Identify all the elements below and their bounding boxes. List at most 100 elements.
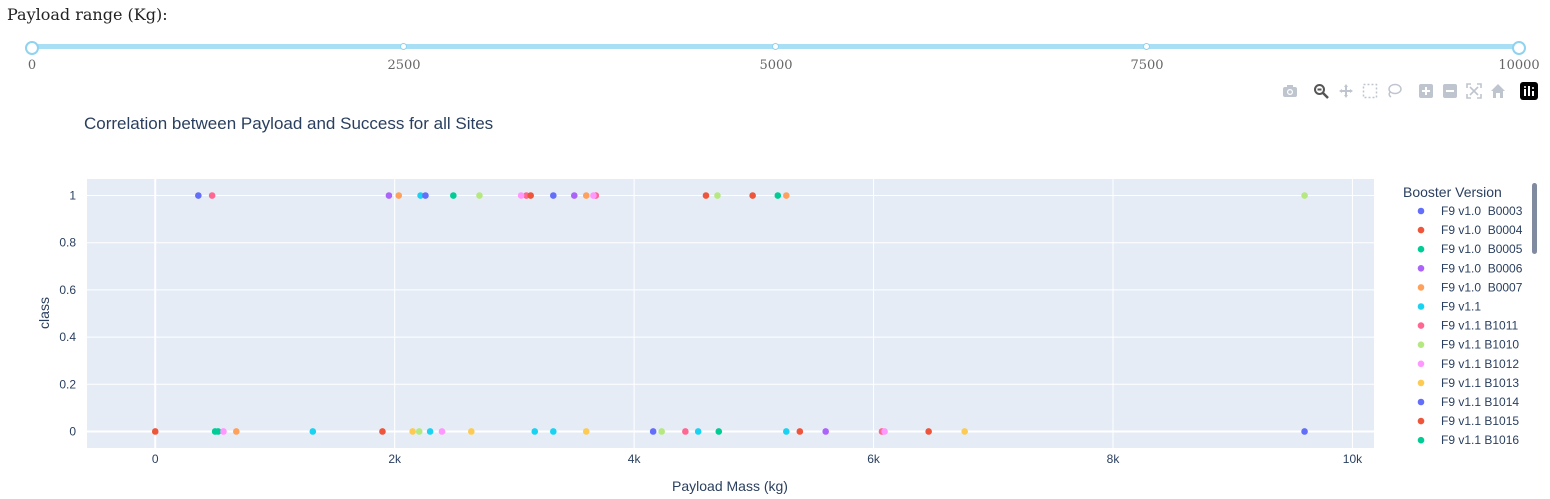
data-point xyxy=(450,192,457,199)
legend-marker xyxy=(1417,417,1425,425)
y-tick-label: 0.4 xyxy=(59,330,76,344)
data-point xyxy=(592,192,600,199)
legend-marker xyxy=(1417,398,1425,406)
legend-label: F9 v1.0 B0006 xyxy=(1441,261,1523,275)
legend-marker xyxy=(1417,284,1425,291)
x-tick-label: 2k xyxy=(388,452,402,466)
slider-handle-max[interactable] xyxy=(1512,41,1526,55)
data-point xyxy=(774,192,782,199)
legend-scrollbar[interactable] xyxy=(1532,183,1537,254)
data-point xyxy=(476,192,483,199)
data-point xyxy=(208,192,216,199)
y-axis-label: class xyxy=(36,297,52,329)
autoscale-icon[interactable] xyxy=(1465,82,1483,100)
legend-label: F9 v1.1 xyxy=(1441,300,1481,314)
y-tick-label: 0.8 xyxy=(59,236,76,250)
data-point xyxy=(426,428,434,435)
data-point xyxy=(151,428,159,435)
legend-marker xyxy=(1417,360,1425,368)
data-point xyxy=(590,192,597,199)
legend-item: F9 v1.1 B1013 xyxy=(1417,376,1519,390)
data-point xyxy=(796,428,804,435)
data-point xyxy=(694,428,702,435)
x-axis-ticks: 0 2k 4k 6k 8k 10k xyxy=(152,452,1363,466)
legend-item: F9 v1.0 B0004 xyxy=(1417,223,1523,237)
data-point xyxy=(415,428,423,435)
data-point xyxy=(409,428,416,435)
slider-mark-label: 5000 xyxy=(759,58,793,73)
legend-item: F9 v1.1 B1012 xyxy=(1417,357,1519,371)
x-axis-label: Payload Mass (kg) xyxy=(672,478,788,494)
grid-lines xyxy=(87,179,1374,448)
y-tick-label: 0 xyxy=(69,424,76,438)
chart-title: Correlation between Payload and Success … xyxy=(84,114,493,133)
legend-label: F9 v1.0 B0003 xyxy=(1441,204,1523,218)
zoom-out-icon[interactable] xyxy=(1441,82,1459,100)
data-point xyxy=(1301,192,1308,199)
data-point xyxy=(195,192,202,199)
data-point xyxy=(232,428,240,435)
legend-label: F9 v1.1 B1016 xyxy=(1441,433,1519,447)
data-point xyxy=(682,428,689,435)
legend-item: F9 v1.1 B1016 xyxy=(1417,433,1519,447)
data-point xyxy=(517,192,525,199)
data-point xyxy=(211,428,219,435)
slider-mark-dot xyxy=(772,43,779,50)
data-point xyxy=(422,192,429,199)
data-point xyxy=(468,428,475,435)
legend-title: Booster Version xyxy=(1403,184,1502,200)
data-point xyxy=(702,192,710,199)
data-point xyxy=(714,192,721,199)
data-point xyxy=(582,192,590,199)
legend-label: F9 v1.1 B1011 xyxy=(1441,319,1518,333)
data-point xyxy=(749,192,756,199)
legend-label: F9 v1.1 B1015 xyxy=(1441,414,1519,428)
data-point xyxy=(782,428,790,435)
data-point xyxy=(782,192,790,199)
data-point xyxy=(582,428,590,435)
legend-label: F9 v1.1 B1014 xyxy=(1441,395,1519,409)
y-axis-ticks: 0 0.2 0.4 0.6 0.8 1 xyxy=(59,189,76,439)
data-points xyxy=(151,192,1308,435)
plotly-logo-icon[interactable] xyxy=(1520,82,1538,100)
home-icon[interactable] xyxy=(1489,82,1507,100)
data-point xyxy=(385,192,393,199)
y-tick-label: 1 xyxy=(69,189,76,203)
slider-mark-label: 10000 xyxy=(1498,58,1540,73)
data-point xyxy=(925,428,932,435)
x-tick-label: 0 xyxy=(152,452,159,466)
legend-marker xyxy=(1417,322,1425,329)
x-tick-label: 10k xyxy=(1343,452,1363,466)
data-point xyxy=(878,428,886,435)
pan-icon[interactable] xyxy=(1337,82,1355,100)
x-tick-label: 8k xyxy=(1107,452,1121,466)
plot-area xyxy=(87,179,1374,448)
legend-item: F9 v1.0 B0007 xyxy=(1417,280,1523,294)
camera-icon[interactable] xyxy=(1281,82,1299,100)
data-point xyxy=(550,192,557,199)
data-point xyxy=(715,428,723,435)
legend: F9 v1.0 B0003 F9 v1.0 B0004 F9 v1.0 B0005 F… xyxy=(1417,204,1523,447)
legend-marker xyxy=(1417,379,1425,387)
legend-label: F9 v1.1 B1010 xyxy=(1441,338,1519,352)
data-point xyxy=(822,428,829,435)
lasso-icon[interactable] xyxy=(1385,82,1403,100)
box-select-icon[interactable] xyxy=(1361,82,1379,100)
x-tick-label: 6k xyxy=(867,452,881,466)
legend-item: F9 v1.0 B0006 xyxy=(1417,261,1523,275)
data-point xyxy=(881,428,888,435)
zoom-in-icon[interactable] xyxy=(1417,82,1435,100)
data-point xyxy=(379,428,386,435)
legend-label: F9 v1.1 B1013 xyxy=(1441,376,1519,390)
slider-mark-label: 2500 xyxy=(387,58,421,73)
legend-item: F9 v1.1 B1011 xyxy=(1417,319,1518,333)
legend-label: F9 v1.0 B0007 xyxy=(1441,280,1523,294)
zoom-icon[interactable] xyxy=(1312,82,1330,100)
data-point xyxy=(527,192,534,199)
data-point xyxy=(658,428,665,435)
legend-marker xyxy=(1417,303,1425,310)
legend-marker xyxy=(1417,265,1425,272)
data-point xyxy=(550,428,557,435)
slider-handle-min[interactable] xyxy=(25,41,39,55)
data-point xyxy=(417,192,424,199)
